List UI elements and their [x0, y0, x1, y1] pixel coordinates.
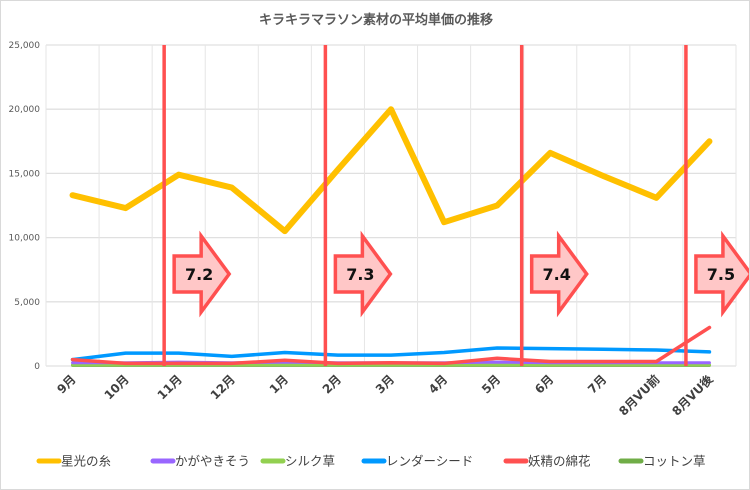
version-label: 7.3 [346, 265, 374, 284]
version-arrow [694, 230, 749, 318]
legend-label: レンダーシード [386, 454, 473, 469]
x-tick-label: 8月VU前 [616, 372, 663, 419]
x-tick-label: 4月 [426, 372, 450, 396]
x-tick-label: 6月 [532, 372, 556, 396]
version-label: 7.5 [707, 265, 735, 284]
x-tick-label: 3月 [373, 372, 397, 396]
version-label: 7.4 [543, 265, 571, 284]
y-tick-label: 25,000 [9, 41, 41, 51]
series-line-5 [70, 325, 712, 366]
series-line-1 [69, 106, 713, 235]
version-arrow [333, 230, 393, 318]
version-arrow [529, 230, 589, 318]
x-tick-label: 12月 [208, 372, 238, 402]
chart-title: キラキラマラソン素材の平均単価の推移 [259, 12, 493, 28]
legend-label: 星光の糸 [61, 454, 111, 469]
y-tick-label: 10,000 [9, 234, 41, 244]
y-tick-label: 5,000 [14, 298, 40, 308]
x-tick-label: 5月 [479, 372, 503, 396]
version-label: 7.2 [185, 265, 213, 284]
y-tick-label: 20,000 [9, 105, 41, 115]
y-tick-label: 0 [34, 362, 40, 372]
x-tick-label: 2月 [320, 372, 344, 396]
y-tick-label: 15,000 [9, 169, 41, 179]
x-tick-label: 9月 [54, 372, 78, 396]
x-tick-label: 11月 [155, 372, 185, 402]
x-tick-label: 8月VU後 [669, 371, 717, 419]
legend-label: かがやきそう [175, 454, 250, 469]
legend-label: 妖精の綿花 [528, 454, 591, 469]
series-line-4 [70, 346, 712, 362]
x-tick-label: 1月 [267, 372, 291, 396]
legend-label: コットン草 [643, 454, 706, 469]
x-tick-label: 7月 [585, 372, 609, 396]
x-tick-label: 10月 [102, 372, 132, 402]
version-arrow [172, 230, 232, 318]
legend-label: シルク草 [285, 454, 335, 469]
